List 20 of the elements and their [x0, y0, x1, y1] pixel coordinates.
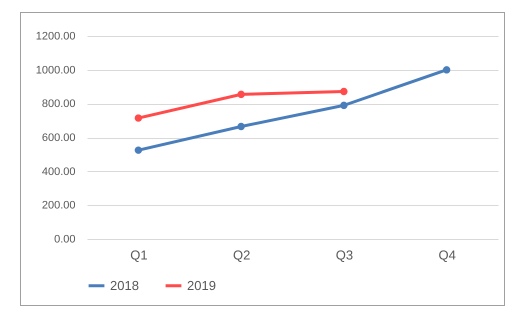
point: [134, 114, 142, 122]
y-tick-label: 0.00: [54, 234, 76, 246]
y-tick-label: 600.00: [42, 132, 76, 144]
y-tick-label: 1200.00: [36, 30, 76, 42]
y-tick-label: 200.00: [42, 200, 76, 212]
x-tick-label: Q4: [438, 248, 456, 262]
legend-label: 2019: [187, 278, 216, 293]
point: [237, 122, 245, 130]
point: [237, 90, 245, 98]
point: [340, 102, 348, 110]
x-tick-label: Q2: [232, 248, 250, 262]
legend-label: 2018: [110, 278, 139, 293]
point: [340, 88, 348, 96]
y-tick-label: 1000.00: [36, 64, 76, 76]
y-tick-label: 400.00: [42, 166, 76, 178]
x-tick-label: Q1: [130, 248, 148, 262]
point: [442, 66, 450, 74]
y-tick-label: 800.00: [42, 98, 76, 110]
point: [134, 146, 142, 154]
x-tick-label: Q3: [336, 248, 354, 262]
